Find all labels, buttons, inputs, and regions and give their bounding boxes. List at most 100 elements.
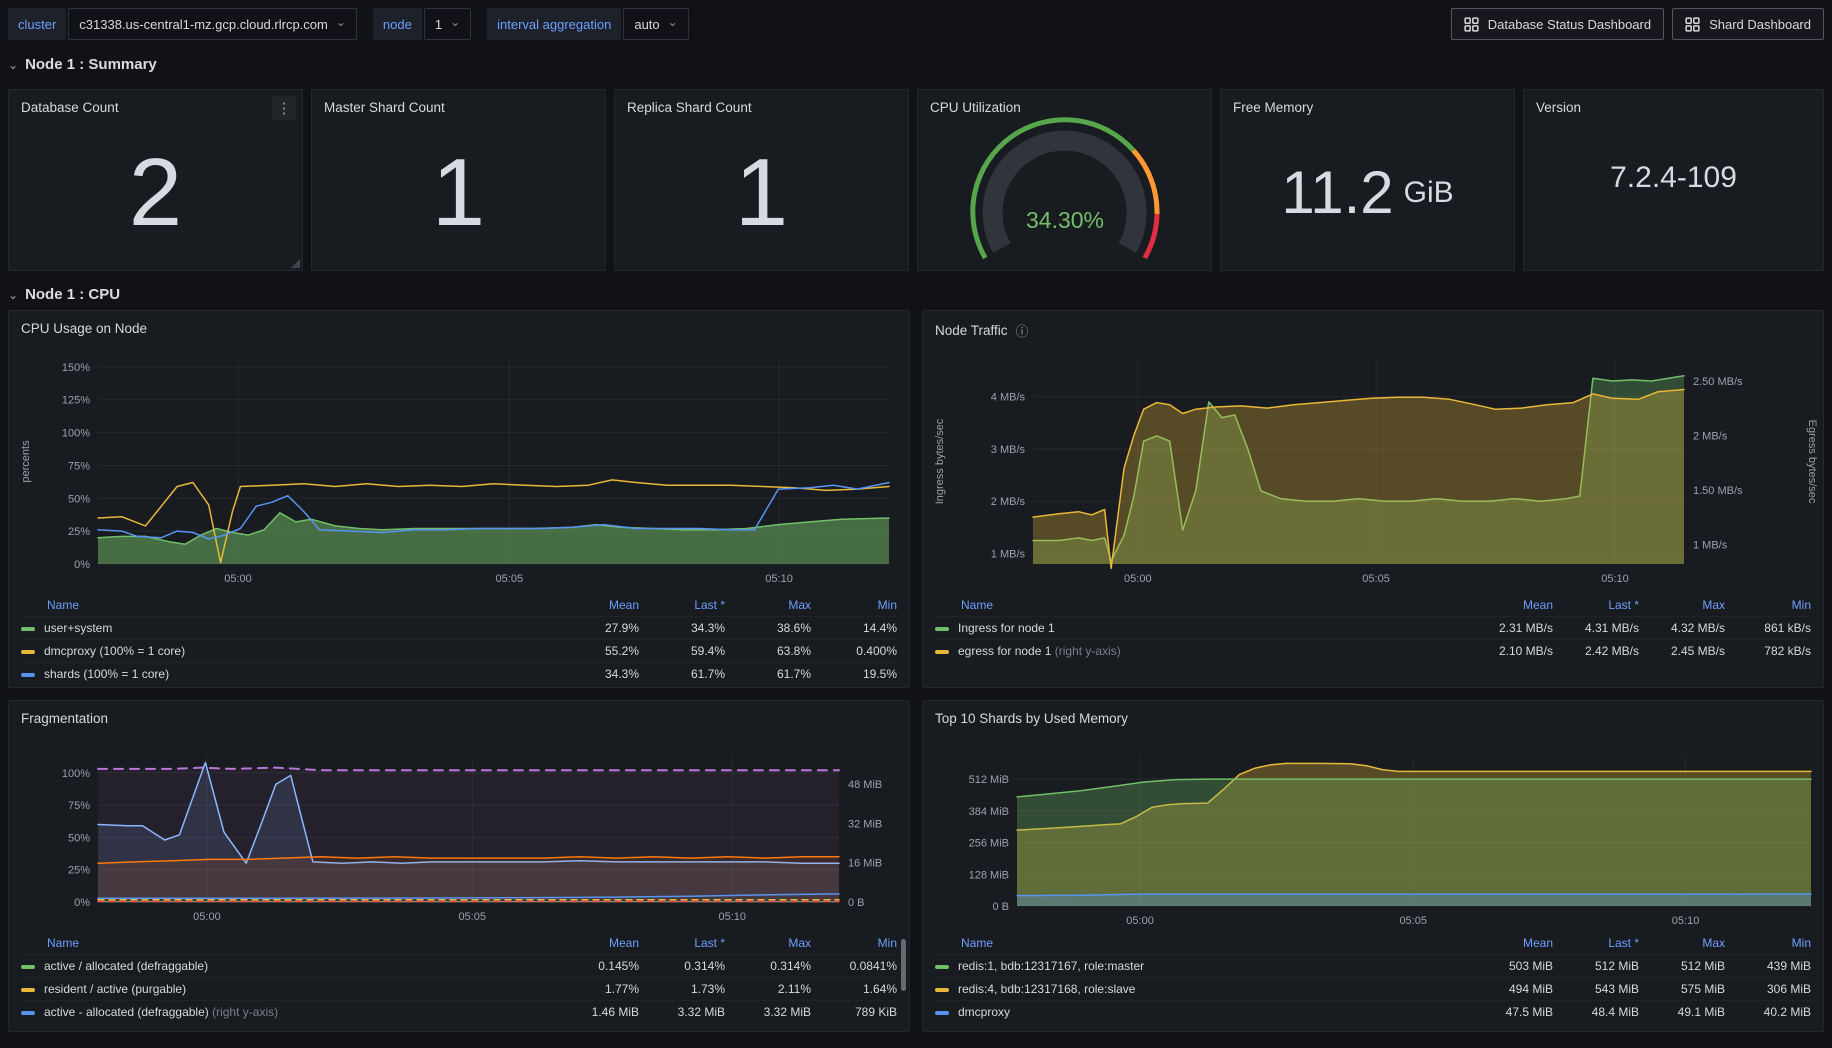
cpu-usage-chart[interactable]: 05:0005:0505:100%25%50%75%100%125%150%pe…	[17, 351, 903, 591]
legend-series-name[interactable]: resident / active (purgable)	[44, 982, 186, 996]
x-axis-tick-label: 05:05	[1399, 915, 1427, 927]
legend-value: 59.4%	[639, 640, 725, 663]
y-axis-tick-label: 25%	[68, 526, 90, 538]
replica-shard-count-value: 1	[735, 145, 788, 241]
right-y-axis-tick-label: 48 MiB	[848, 779, 882, 791]
interval-aggregation-select[interactable]: auto ⌄	[623, 8, 688, 40]
legend-series-name[interactable]: active - allocated (defraggable)	[44, 1005, 209, 1019]
legend-value: 2.45 MB/s	[1639, 640, 1725, 663]
top-shards-chart[interactable]: 05:0005:0505:100 B128 MiB256 MiB384 MiB5…	[931, 741, 1817, 937]
legend-header-min[interactable]: Min	[1725, 933, 1811, 955]
legend-value: 34.3%	[639, 617, 725, 640]
legend-series-name[interactable]: redis:1, bdb:12317167, role:master	[958, 959, 1144, 973]
legend-value: 0.400%	[811, 640, 897, 663]
legend-header-min[interactable]: Min	[811, 595, 897, 617]
chevron-down-icon: ⌄	[8, 58, 18, 72]
legend-header-last[interactable]: Last *	[1553, 933, 1639, 955]
legend-header-mean[interactable]: Mean	[553, 595, 639, 617]
node-traffic-chart[interactable]: 05:0005:0505:101 MB/s2 MB/s3 MB/s4 MB/s1…	[931, 351, 1817, 591]
series-color-swatch	[935, 988, 949, 992]
panel-cpu-usage-on-node: CPU Usage on Node 05:0005:0505:100%25%50…	[8, 310, 910, 688]
legend-series-name[interactable]: shards (100% = 1 core)	[44, 667, 169, 681]
legend-header-mean[interactable]: Mean	[1467, 595, 1553, 617]
legend-series-name[interactable]: dmcproxy (100% = 1 core)	[44, 644, 185, 658]
shard-dashboard-button[interactable]: Shard Dashboard	[1672, 8, 1824, 40]
legend-header-max[interactable]: Max	[725, 933, 811, 955]
legend-header-max[interactable]: Max	[1639, 595, 1725, 617]
legend-series-name[interactable]: active / allocated (defraggable)	[44, 959, 208, 973]
x-axis-tick-label: 05:10	[1601, 573, 1629, 585]
legend-header-last[interactable]: Last *	[1553, 595, 1639, 617]
panel-title[interactable]: Free Memory	[1233, 100, 1313, 115]
legend-header-name[interactable]: Name	[935, 933, 1467, 955]
legend-scrollbar[interactable]	[901, 939, 906, 991]
y-axis-tick-label: 50%	[68, 832, 90, 844]
legend-header-min[interactable]: Min	[811, 933, 897, 955]
top-shards-legend: NameMeanLast *MaxMinredis:1, bdb:1231716…	[935, 933, 1811, 1023]
series-color-swatch	[935, 627, 949, 631]
legend-row: redis:1, bdb:12317167, role:master503 Mi…	[935, 955, 1811, 978]
series-color-swatch	[935, 650, 949, 654]
legend-row: shards (100% = 1 core)34.3%61.7%61.7%19.…	[21, 663, 897, 686]
panel-title[interactable]: Fragmentation	[21, 711, 108, 726]
database-status-dashboard-button[interactable]: Database Status Dashboard	[1451, 8, 1664, 40]
node-select[interactable]: 1 ⌄	[424, 8, 471, 40]
panel-database-count: Database Count ⋮ 2	[8, 89, 303, 271]
legend-series-name[interactable]: redis:4, bdb:12317168, role:slave	[958, 982, 1135, 996]
panel-title[interactable]: Database Count	[21, 100, 119, 115]
interval-aggregation-select-value: auto	[634, 17, 659, 32]
fragmentation-chart[interactable]: 05:0005:0505:100%25%50%75%100%0 B16 MiB3…	[17, 741, 903, 937]
node-var-label: node	[373, 8, 422, 40]
legend-header-last[interactable]: Last *	[639, 595, 725, 617]
legend-value: 0.314%	[639, 955, 725, 978]
x-axis-tick-label: 05:00	[193, 911, 221, 923]
legend-row: dmcproxy47.5 MiB48.4 MiB49.1 MiB40.2 MiB	[935, 1001, 1811, 1024]
y-axis-tick-label: 100%	[62, 428, 90, 440]
legend-series-name[interactable]: egress for node 1	[958, 644, 1051, 658]
legend-value: 512 MiB	[1639, 955, 1725, 978]
series-color-swatch	[21, 1011, 35, 1015]
left-y-axis-label: percents	[20, 440, 32, 483]
legend-value: 494 MiB	[1467, 978, 1553, 1001]
series-area-egress for node 1	[1033, 390, 1684, 569]
legend-table: NameMeanLast *MaxMinuser+system27.9%34.3…	[21, 595, 897, 685]
info-icon[interactable]: ⓘ	[1016, 321, 1029, 340]
variable-controls: cluster c31338.us-central1-mz.gcp.cloud.…	[8, 8, 689, 40]
legend-header-max[interactable]: Max	[1639, 933, 1725, 955]
legend-value: 575 MiB	[1639, 978, 1725, 1001]
panel-title[interactable]: CPU Usage on Node	[21, 321, 147, 336]
panel-title[interactable]: Top 10 Shards by Used Memory	[935, 711, 1128, 726]
series-area-dmcproxy	[1017, 894, 1811, 906]
legend-series-name[interactable]: user+system	[44, 621, 112, 635]
panel-cpu-utilization: CPU Utilization 34.30%	[917, 89, 1212, 271]
section-node1-cpu[interactable]: ⌄ Node 1 : CPU	[8, 286, 120, 303]
legend-header-mean[interactable]: Mean	[553, 933, 639, 955]
legend-row: Ingress for node 12.31 MB/s4.31 MB/s4.32…	[935, 617, 1811, 640]
legend-header-name[interactable]: Name	[935, 595, 1467, 617]
series-color-swatch	[21, 965, 35, 969]
legend-header-name[interactable]: Name	[21, 595, 553, 617]
section-node1-summary[interactable]: ⌄ Node 1 : Summary	[8, 56, 157, 73]
legend-value: 2.31 MB/s	[1467, 617, 1553, 640]
legend-row: redis:4, bdb:12317168, role:slave 494 MiB…	[935, 978, 1811, 1001]
legend-header-max[interactable]: Max	[725, 595, 811, 617]
legend-series-name[interactable]: dmcproxy	[958, 1005, 1010, 1019]
panel-resize-handle[interactable]	[291, 259, 300, 268]
panel-title[interactable]: Replica Shard Count	[627, 100, 752, 115]
panel-title[interactable]: Node Traffic	[935, 323, 1008, 338]
legend-series-note: (right y-axis)	[209, 1005, 278, 1019]
legend-series-name[interactable]: Ingress for node 1	[958, 621, 1055, 635]
cluster-select[interactable]: c31338.us-central1-mz.gcp.cloud.rlrcp.co…	[68, 8, 357, 40]
panel-node-traffic: Node Traffic ⓘ 05:0005:0505:101 MB/s2 MB…	[922, 310, 1824, 688]
panel-title[interactable]: Master Shard Count	[324, 100, 445, 115]
panel-title[interactable]: Version	[1536, 100, 1581, 115]
series-area-user+system	[98, 513, 889, 564]
legend-header-min[interactable]: Min	[1725, 595, 1811, 617]
legend-header-name[interactable]: Name	[21, 933, 553, 955]
legend-header-mean[interactable]: Mean	[1467, 933, 1553, 955]
y-axis-tick-label: 256 MiB	[969, 838, 1009, 850]
apps-grid-icon	[1464, 17, 1479, 32]
legend-value: 0.145%	[553, 955, 639, 978]
panel-free-memory: Free Memory 11.2 GiB	[1220, 89, 1515, 271]
legend-header-last[interactable]: Last *	[639, 933, 725, 955]
